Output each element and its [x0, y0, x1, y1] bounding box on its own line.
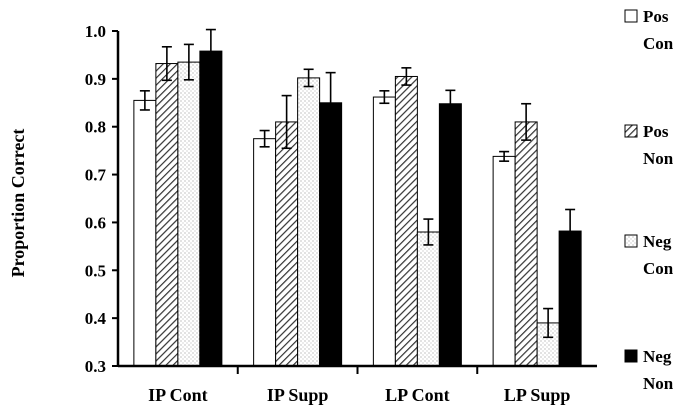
x-category-label: LP Supp [504, 385, 571, 405]
y-tick-label: 1.0 [85, 22, 106, 41]
y-tick-label: 0.6 [85, 213, 106, 232]
legend-label: Pos [643, 7, 669, 26]
y-tick-label: 0.8 [85, 118, 106, 137]
legend-label: Non [643, 374, 674, 393]
bar [394, 75, 418, 367]
bar [416, 231, 440, 367]
bar [253, 138, 277, 367]
bar [514, 121, 538, 367]
x-category-label: IP Supp [267, 385, 329, 405]
bar [199, 50, 223, 367]
bar [297, 77, 321, 367]
legend-label: Neg [643, 347, 672, 366]
y-tick-label: 0.7 [85, 166, 107, 185]
legend-label: Non [643, 149, 674, 168]
bar [319, 102, 343, 367]
y-tick-label: 0.9 [85, 70, 106, 89]
bar [492, 155, 516, 367]
y-tick-label: 0.4 [85, 309, 107, 328]
legend-swatch [624, 234, 638, 248]
legend-swatch [624, 124, 638, 138]
bar [438, 103, 462, 367]
legend-swatch [624, 9, 638, 23]
bar [177, 61, 201, 367]
y-axis-label: Proportion Correct [8, 129, 28, 278]
bar [133, 99, 157, 367]
bar [275, 121, 299, 367]
legend-label: Con [643, 259, 674, 278]
x-category-label: IP Cont [148, 385, 208, 405]
legend-label: Con [643, 34, 674, 53]
bar [372, 96, 396, 367]
legend-label: Neg [643, 232, 672, 251]
legend-swatch [624, 349, 638, 363]
x-category-label: LP Cont [385, 385, 450, 405]
bar [155, 63, 179, 367]
legend-label: Pos [643, 122, 669, 141]
y-tick-label: 0.5 [85, 261, 106, 280]
y-tick-label: 0.3 [85, 357, 106, 376]
